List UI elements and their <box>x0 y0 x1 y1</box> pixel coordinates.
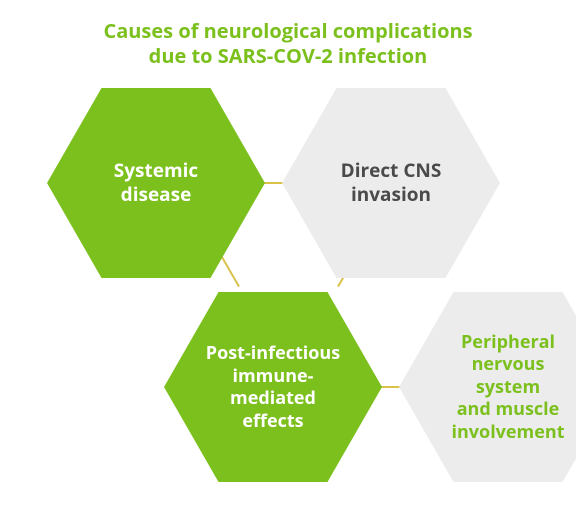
hex-systemic-label: Systemic disease <box>86 159 226 207</box>
hex-cns: Direct CNS invasion <box>282 88 500 278</box>
hex-pns: Peripheral nervous system and muscle inv… <box>399 292 576 482</box>
title-line1: Causes of neurological complications <box>0 18 576 43</box>
title-line2: due to SARS-COV-2 infection <box>0 43 576 68</box>
diagram-title: Causes of neurological complications due… <box>0 0 576 68</box>
hex-pns-label: Peripheral nervous system and muscle inv… <box>423 331 576 444</box>
hex-cns-label: Direct CNS invasion <box>313 159 470 207</box>
connector-diag-left <box>220 255 240 287</box>
hex-stage: Systemic disease Direct CNS invasion Pos… <box>0 88 576 532</box>
hex-post-label: Post-infectious immune- mediated effects <box>178 342 368 432</box>
hex-post: Post-infectious immune- mediated effects <box>164 292 382 482</box>
hex-systemic: Systemic disease <box>47 88 265 278</box>
